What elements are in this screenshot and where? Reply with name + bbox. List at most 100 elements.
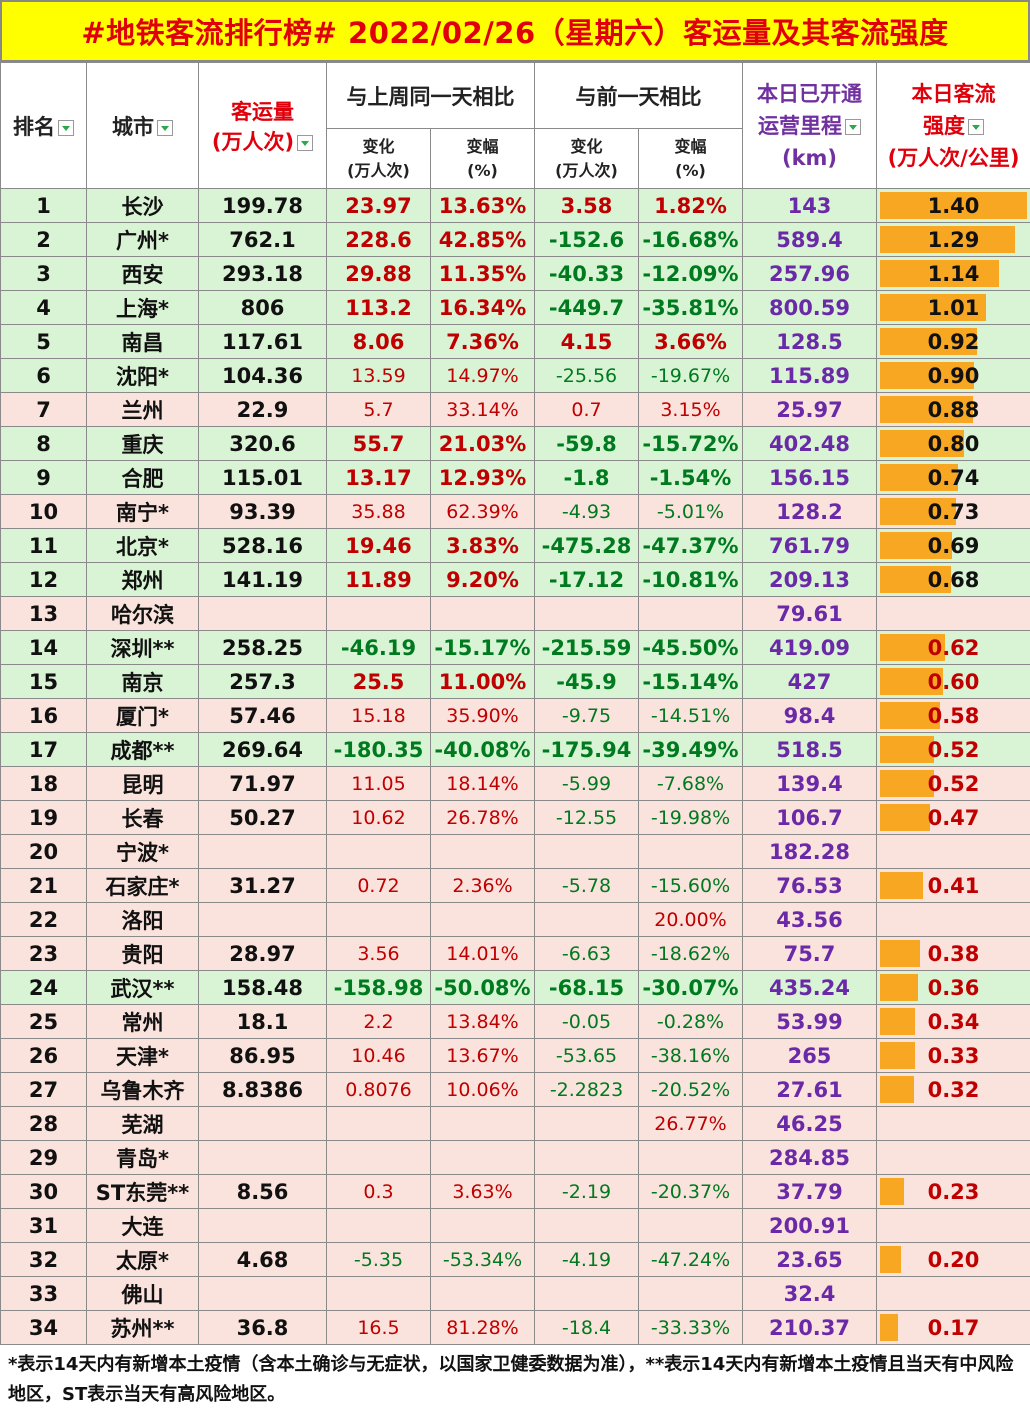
day-pct-cell: -38.16% bbox=[638, 1038, 743, 1073]
week-change-cell: 0.8076 bbox=[326, 1072, 431, 1107]
rank-cell: 1 bbox=[0, 188, 87, 223]
intensity-cell: 0.34 bbox=[876, 1004, 1030, 1039]
intensity-cell bbox=[876, 1276, 1030, 1311]
header-week-change[interactable]: 变化 (万人次) bbox=[326, 128, 431, 189]
intensity-value: 0.73 bbox=[927, 499, 980, 524]
table-row: 29 青岛* 284.85 bbox=[0, 1140, 1030, 1175]
day-change-cell bbox=[534, 1276, 639, 1311]
city-cell: 宁波* bbox=[86, 834, 199, 869]
week-change-cell: 13.17 bbox=[326, 460, 431, 495]
intensity-bar bbox=[880, 736, 935, 763]
volume-cell bbox=[198, 1208, 327, 1243]
table-row: 9 合肥 115.01 13.17 12.93% -1.8 -1.54% 156.15 0.74 bbox=[0, 460, 1030, 495]
day-pct-cell: -45.50% bbox=[638, 630, 743, 665]
intensity-value: 1.01 bbox=[927, 295, 980, 320]
city-cell: 佛山 bbox=[86, 1276, 199, 1311]
week-change-cell: 15.18 bbox=[326, 698, 431, 733]
day-pct-cell: -20.52% bbox=[638, 1072, 743, 1107]
week-pct-cell: -40.08% bbox=[430, 732, 535, 767]
table-row: 11 北京* 528.16 19.46 3.83% -475.28 -47.37% 761.7… bbox=[0, 528, 1030, 563]
header-city[interactable]: 城市 bbox=[86, 62, 199, 189]
header-volume[interactable]: 客运量 (万人次) bbox=[198, 62, 327, 189]
week-pct-cell: -15.17% bbox=[430, 630, 535, 665]
header-intensity[interactable]: 本日客流 强度 (万人次/公里) bbox=[876, 62, 1030, 189]
volume-cell bbox=[198, 834, 327, 869]
intensity-cell: 0.20 bbox=[876, 1242, 1030, 1277]
header-day-pct[interactable]: 变幅 (%) bbox=[638, 128, 743, 189]
week-pct-cell: 13.84% bbox=[430, 1004, 535, 1039]
rank-cell: 17 bbox=[0, 732, 87, 767]
header-rank[interactable]: 排名 bbox=[0, 62, 87, 189]
mileage-cell: 43.56 bbox=[742, 902, 877, 937]
intensity-value: 0.41 bbox=[927, 873, 980, 898]
volume-cell: 18.1 bbox=[198, 1004, 327, 1039]
week-change-cell bbox=[326, 1106, 431, 1141]
volume-cell: 115.01 bbox=[198, 460, 327, 495]
week-change-cell bbox=[326, 596, 431, 631]
day-pct-cell: -5.01% bbox=[638, 494, 743, 529]
intensity-cell: 0.38 bbox=[876, 936, 1030, 971]
day-change-cell: 0.7 bbox=[534, 392, 639, 427]
week-change-cell: 11.89 bbox=[326, 562, 431, 597]
intensity-value: 0.52 bbox=[927, 737, 980, 762]
intensity-cell: 0.52 bbox=[876, 732, 1030, 767]
header-week-compare: 与上周同一天相比 bbox=[326, 62, 535, 129]
intensity-cell bbox=[876, 1106, 1030, 1141]
intensity-value: 0.69 bbox=[927, 533, 980, 558]
table-row: 30 ST东莞** 8.56 0.3 3.63% -2.19 -20.37% 37.79 0.2… bbox=[0, 1174, 1030, 1209]
table-row: 16 厦门* 57.46 15.18 35.90% -9.75 -14.51% 98.4 0.5… bbox=[0, 698, 1030, 733]
day-pct-cell: -19.98% bbox=[638, 800, 743, 835]
intensity-bar bbox=[880, 668, 944, 695]
intensity-cell: 0.33 bbox=[876, 1038, 1030, 1073]
week-change-cell: 13.59 bbox=[326, 358, 431, 393]
week-change-cell: 29.88 bbox=[326, 256, 431, 291]
week-pct-cell bbox=[430, 1140, 535, 1175]
day-change-cell: -53.65 bbox=[534, 1038, 639, 1073]
week-pct-cell: 13.63% bbox=[430, 188, 535, 223]
filter-dropdown-icon[interactable] bbox=[968, 118, 984, 135]
rank-cell: 5 bbox=[0, 324, 87, 359]
rank-cell: 20 bbox=[0, 834, 87, 869]
city-cell: 南昌 bbox=[86, 324, 199, 359]
week-change-cell: 228.6 bbox=[326, 222, 431, 257]
filter-dropdown-icon[interactable] bbox=[297, 134, 314, 151]
volume-cell: 4.68 bbox=[198, 1242, 327, 1277]
day-pct-cell: -47.24% bbox=[638, 1242, 743, 1277]
volume-cell: 22.9 bbox=[198, 392, 327, 427]
volume-cell: 199.78 bbox=[198, 188, 327, 223]
table-row: 23 贵阳 28.97 3.56 14.01% -6.63 -18.62% 75.7 0.38 bbox=[0, 936, 1030, 971]
day-pct-cell: -19.67% bbox=[638, 358, 743, 393]
week-change-cell: 0.3 bbox=[326, 1174, 431, 1209]
filter-dropdown-icon[interactable] bbox=[58, 119, 74, 136]
volume-cell: 269.64 bbox=[198, 732, 327, 767]
week-pct-cell: -50.08% bbox=[430, 970, 535, 1005]
header-mileage[interactable]: 本日已开通 运营里程 (km) bbox=[742, 62, 877, 189]
day-pct-cell: -35.81% bbox=[638, 290, 743, 325]
city-cell: 上海* bbox=[86, 290, 199, 325]
mileage-cell: 257.96 bbox=[742, 256, 877, 291]
intensity-value: 0.17 bbox=[927, 1315, 980, 1340]
intensity-bar bbox=[880, 974, 919, 1001]
week-change-cell: -180.35 bbox=[326, 732, 431, 767]
volume-cell: 50.27 bbox=[198, 800, 327, 835]
week-pct-cell: 3.83% bbox=[430, 528, 535, 563]
intensity-bar bbox=[880, 260, 1000, 287]
mileage-cell: 589.4 bbox=[742, 222, 877, 257]
volume-cell: 36.8 bbox=[198, 1310, 327, 1345]
rank-cell: 14 bbox=[0, 630, 87, 665]
filter-dropdown-icon[interactable] bbox=[845, 118, 861, 135]
intensity-value: 1.40 bbox=[927, 193, 980, 218]
table-row: 18 昆明 71.97 11.05 18.14% -5.99 -7.68% 139.4 0.52 bbox=[0, 766, 1030, 801]
week-change-cell: 23.97 bbox=[326, 188, 431, 223]
intensity-value: 0.20 bbox=[927, 1247, 980, 1272]
header-day-change[interactable]: 变化 (万人次) bbox=[534, 128, 639, 189]
header-week-pct[interactable]: 变幅 (%) bbox=[430, 128, 535, 189]
intensity-bar bbox=[880, 804, 930, 831]
city-cell: 成都** bbox=[86, 732, 199, 767]
day-pct-cell: 1.82% bbox=[638, 188, 743, 223]
week-change-cell: 3.56 bbox=[326, 936, 431, 971]
filter-dropdown-icon[interactable] bbox=[157, 119, 173, 136]
week-pct-cell bbox=[430, 1208, 535, 1243]
table-row: 13 哈尔滨 79.61 bbox=[0, 596, 1030, 631]
table-row: 7 兰州 22.9 5.7 33.14% 0.7 3.15% 25.97 0.88 bbox=[0, 392, 1030, 427]
